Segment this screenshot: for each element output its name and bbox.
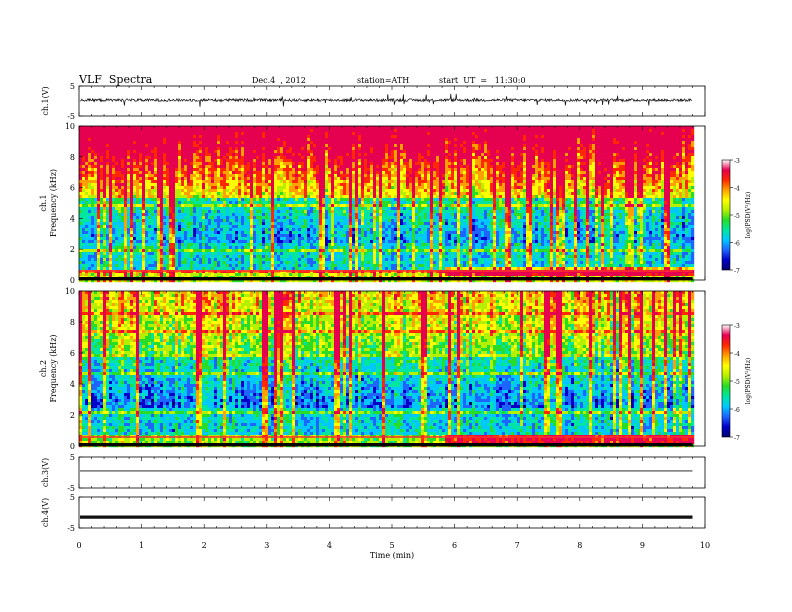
ch1-waveform-frame xyxy=(78,85,706,117)
ch3-waveform-ytick-label: 5 xyxy=(70,453,75,462)
ch2-spectrogram-colorbar-label: log(PSD(V²/Hz) xyxy=(745,358,752,405)
ch1-spectrogram-colorbar-tick-label: -7 xyxy=(734,268,740,275)
ch1-spectrogram-channel-label: ch.1 xyxy=(39,194,48,211)
ch1-spectrogram-ytick-label: 8 xyxy=(70,153,75,162)
ch1-waveform-ytick-label: -5 xyxy=(67,112,75,121)
ch1-spectrogram-ytick-label: 2 xyxy=(70,245,75,254)
ch2-spectrogram-channel-label: ch.2 xyxy=(39,360,48,377)
x-tick-label: 2 xyxy=(202,541,207,550)
ch2-spectrogram-ytick-label: 8 xyxy=(70,318,75,327)
ch2-spectrogram-colorbar-tick-label: -3 xyxy=(734,323,740,330)
ch1-waveform-ylabel: ch.1(V) xyxy=(41,86,50,115)
ch2-spectrogram-ylabel: Frequency (kHz) xyxy=(49,334,58,402)
x-tick-label: 7 xyxy=(515,541,520,550)
x-tick-label: 5 xyxy=(389,541,394,550)
station-label: station=ATH xyxy=(357,76,409,85)
ch1-spectrogram-colorbar-tick-label: -3 xyxy=(734,158,740,165)
ch2-spectrogram-ytick-label: 2 xyxy=(70,411,75,420)
ch1-spectrogram-colorbar-tick-label: -6 xyxy=(734,241,740,248)
ch1-spectrogram-ytick-label: 0 xyxy=(70,276,75,285)
ch2-spectrogram-colorbar-tick-label: -6 xyxy=(734,407,740,414)
ch1-spectrogram-ylabel: Frequency (kHz) xyxy=(49,169,58,237)
x-tick-label: 4 xyxy=(327,541,332,550)
x-tick-label: 1 xyxy=(139,541,144,550)
ch1-waveform-trace xyxy=(79,93,693,107)
ch1-spectrogram-colorbar-tick-label: -4 xyxy=(734,186,740,193)
ch1-spectrogram-ytick-label: 6 xyxy=(70,184,75,193)
ch4-waveform-frame xyxy=(78,496,706,529)
ch4-waveform-ylabel: ch.4(V) xyxy=(41,498,50,527)
ch2-spectrogram-ytick-label: 0 xyxy=(70,442,75,451)
ch2-spectrogram-ytick-label: 6 xyxy=(70,349,75,358)
x-tick-label: 10 xyxy=(700,541,710,550)
ch3-waveform-ytick-label: -5 xyxy=(67,484,75,493)
ch1-spectrogram-colorbar-tick-label: -5 xyxy=(734,213,740,220)
x-tick-label: 6 xyxy=(452,541,457,550)
ch4-waveform-ytick-label: 5 xyxy=(70,493,75,502)
ch1-spectrogram-ytick-label: 10 xyxy=(65,122,75,131)
ch2-spectrogram-colorbar-tick-label: -7 xyxy=(734,435,740,442)
ch1-spectrogram-ytick-label: 4 xyxy=(70,214,75,223)
start-time-label: start UT = 11:30:0 xyxy=(439,76,526,85)
x-axis-label: Time (min) xyxy=(370,551,414,560)
x-tick-label: 3 xyxy=(264,541,269,550)
x-tick-label: 8 xyxy=(577,541,582,550)
ch2-spectrogram xyxy=(79,291,695,448)
ch3-waveform-ylabel: ch.3(V) xyxy=(41,458,50,487)
ch2-spectrogram-colorbar-tick-label: -5 xyxy=(734,379,740,386)
ch2-spectrogram-ytick-label: 4 xyxy=(70,380,75,389)
x-tick-label: 0 xyxy=(76,541,81,550)
ch2-spectrogram-ytick-label: 10 xyxy=(65,287,75,296)
date-label: Dec.4 , 2012 xyxy=(252,76,306,85)
ch1-spectrogram-colorbar xyxy=(721,159,731,271)
ch3-waveform-frame xyxy=(78,456,706,489)
ch4-waveform-ytick-label: -5 xyxy=(67,524,75,533)
ch2-spectrogram-colorbar-tick-label: -4 xyxy=(734,351,740,358)
ch1-waveform-ytick-label: 5 xyxy=(70,82,75,91)
ch2-spectrogram-colorbar xyxy=(721,324,731,438)
ch1-spectrogram-colorbar-label: log(PSD(V²/Hz) xyxy=(745,192,752,239)
x-tick-label: 9 xyxy=(640,541,645,550)
plot-title: VLF Spectra xyxy=(79,73,152,86)
ch1-spectrogram xyxy=(79,126,695,283)
